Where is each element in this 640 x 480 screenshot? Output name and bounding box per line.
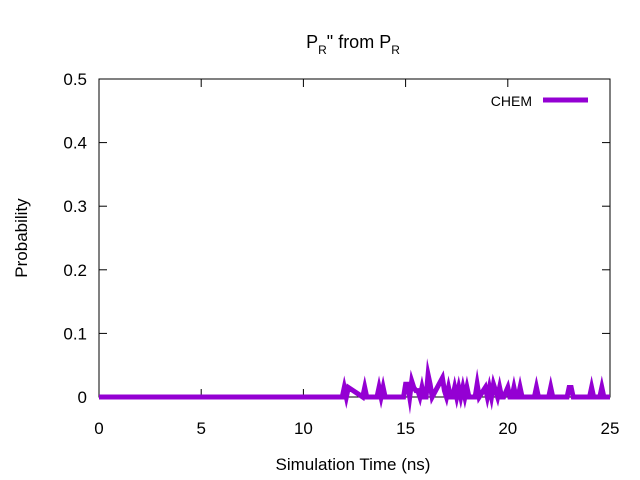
y-tick-label: 0.5 — [63, 70, 87, 89]
x-tick-label: 25 — [601, 419, 620, 438]
x-axis-label: Simulation Time (ns) — [276, 455, 431, 474]
x-tick-label: 10 — [294, 419, 313, 438]
x-tick-label: 5 — [196, 419, 205, 438]
chart-title: PR" from PR — [306, 32, 400, 57]
x-tick-label: 0 — [94, 419, 103, 438]
y-tick-label: 0.3 — [63, 197, 87, 216]
legend-label-chem: CHEM — [491, 93, 532, 109]
x-axis: 0 5 10 15 20 25 — [94, 79, 619, 438]
y-tick-label: 0.2 — [63, 261, 87, 280]
y-tick-label: 0 — [78, 388, 87, 407]
x-tick-label: 20 — [498, 419, 517, 438]
series-group — [99, 358, 610, 415]
plot-frame — [98, 78, 611, 398]
legend: CHEM — [491, 93, 588, 109]
y-axis: 0 0.1 0.2 0.3 0.4 0.5 — [63, 70, 610, 407]
x-tick-label: 15 — [396, 419, 415, 438]
y-tick-label: 0.4 — [63, 134, 87, 153]
y-axis-label: Probability — [12, 198, 31, 278]
y-tick-label: 0.1 — [63, 324, 87, 343]
series-line-chem — [99, 358, 610, 415]
